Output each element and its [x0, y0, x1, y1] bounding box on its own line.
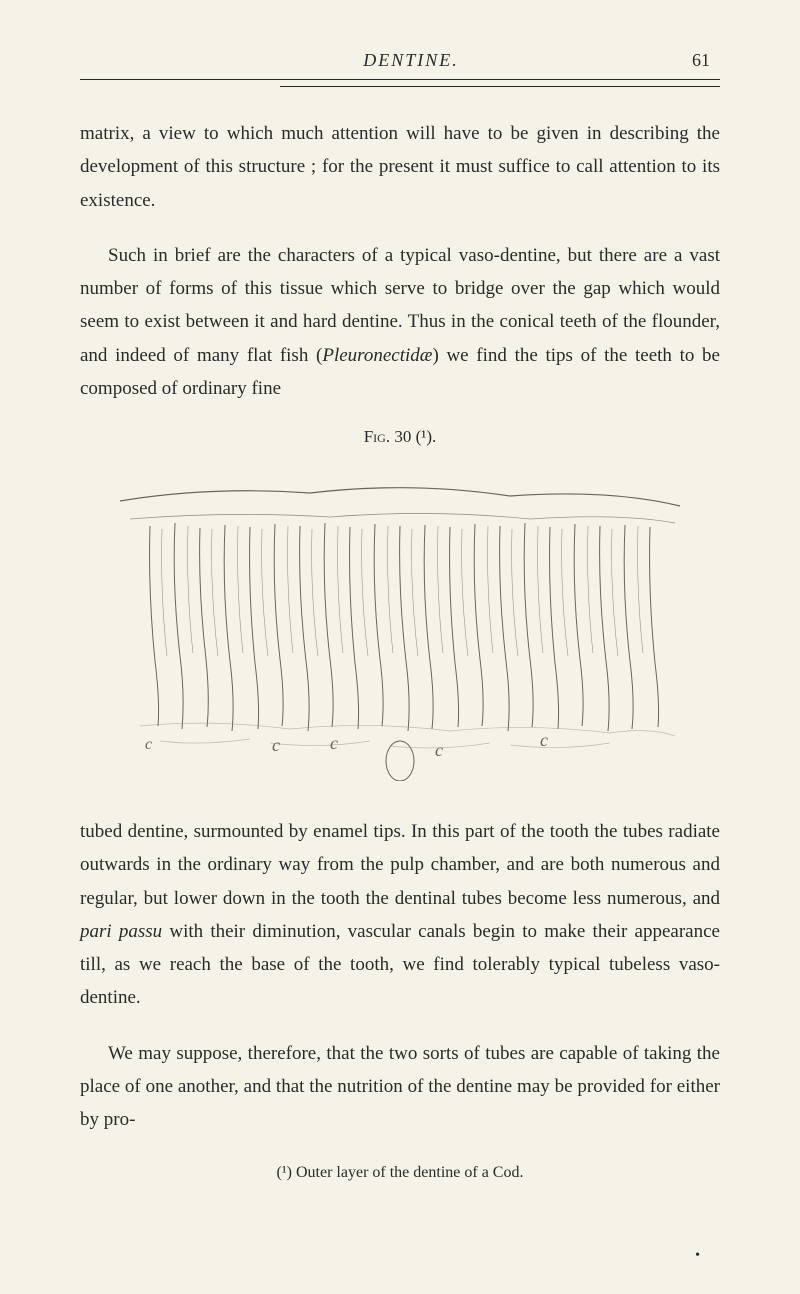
paragraph-2: Such in brief are the characters of a ty… [80, 239, 720, 405]
figure-30: c c c c c [80, 461, 720, 791]
header-rule-bottom [280, 86, 720, 87]
paragraph-1: matrix, a view to which much attention w… [80, 117, 720, 217]
paragraph-3: tubed dentine, surmounted by enamel tips… [80, 815, 720, 1015]
dentine-illustration: c c c c c [110, 471, 690, 781]
paragraph-4: We may suppose, therefore, that the two … [80, 1037, 720, 1137]
page-mark: • [695, 1248, 700, 1264]
svg-text:c: c [272, 735, 280, 755]
footnote-text: Outer layer of the dentine of a Cod. [292, 1164, 523, 1181]
svg-text:c: c [330, 733, 338, 753]
running-title: DENTINE. [130, 50, 692, 71]
page-header: DENTINE. 61 [80, 50, 720, 71]
footnote-1: (¹) Outer layer of the dentine of a Cod. [80, 1164, 720, 1182]
figure-caption-prefix: Fig. [364, 427, 390, 446]
p3-text-1: tubed dentine, surmounted by enamel tips… [80, 821, 720, 909]
svg-text:c: c [435, 740, 443, 760]
svg-text:c: c [145, 736, 152, 753]
footnote-marker: (¹) [277, 1164, 292, 1181]
p3-text-2: with their diminution, vascular canals b… [80, 921, 720, 1009]
svg-text:c: c [540, 730, 548, 750]
figure-caption: Fig. 30 (¹). [80, 427, 720, 447]
p2-taxon-italic: Pleuronectidæ [322, 345, 432, 366]
figure-caption-number: 30 (¹). [390, 427, 436, 446]
p3-latin-italic: pari passu [80, 921, 162, 942]
header-rule-top [80, 79, 720, 80]
page-number: 61 [692, 50, 710, 71]
